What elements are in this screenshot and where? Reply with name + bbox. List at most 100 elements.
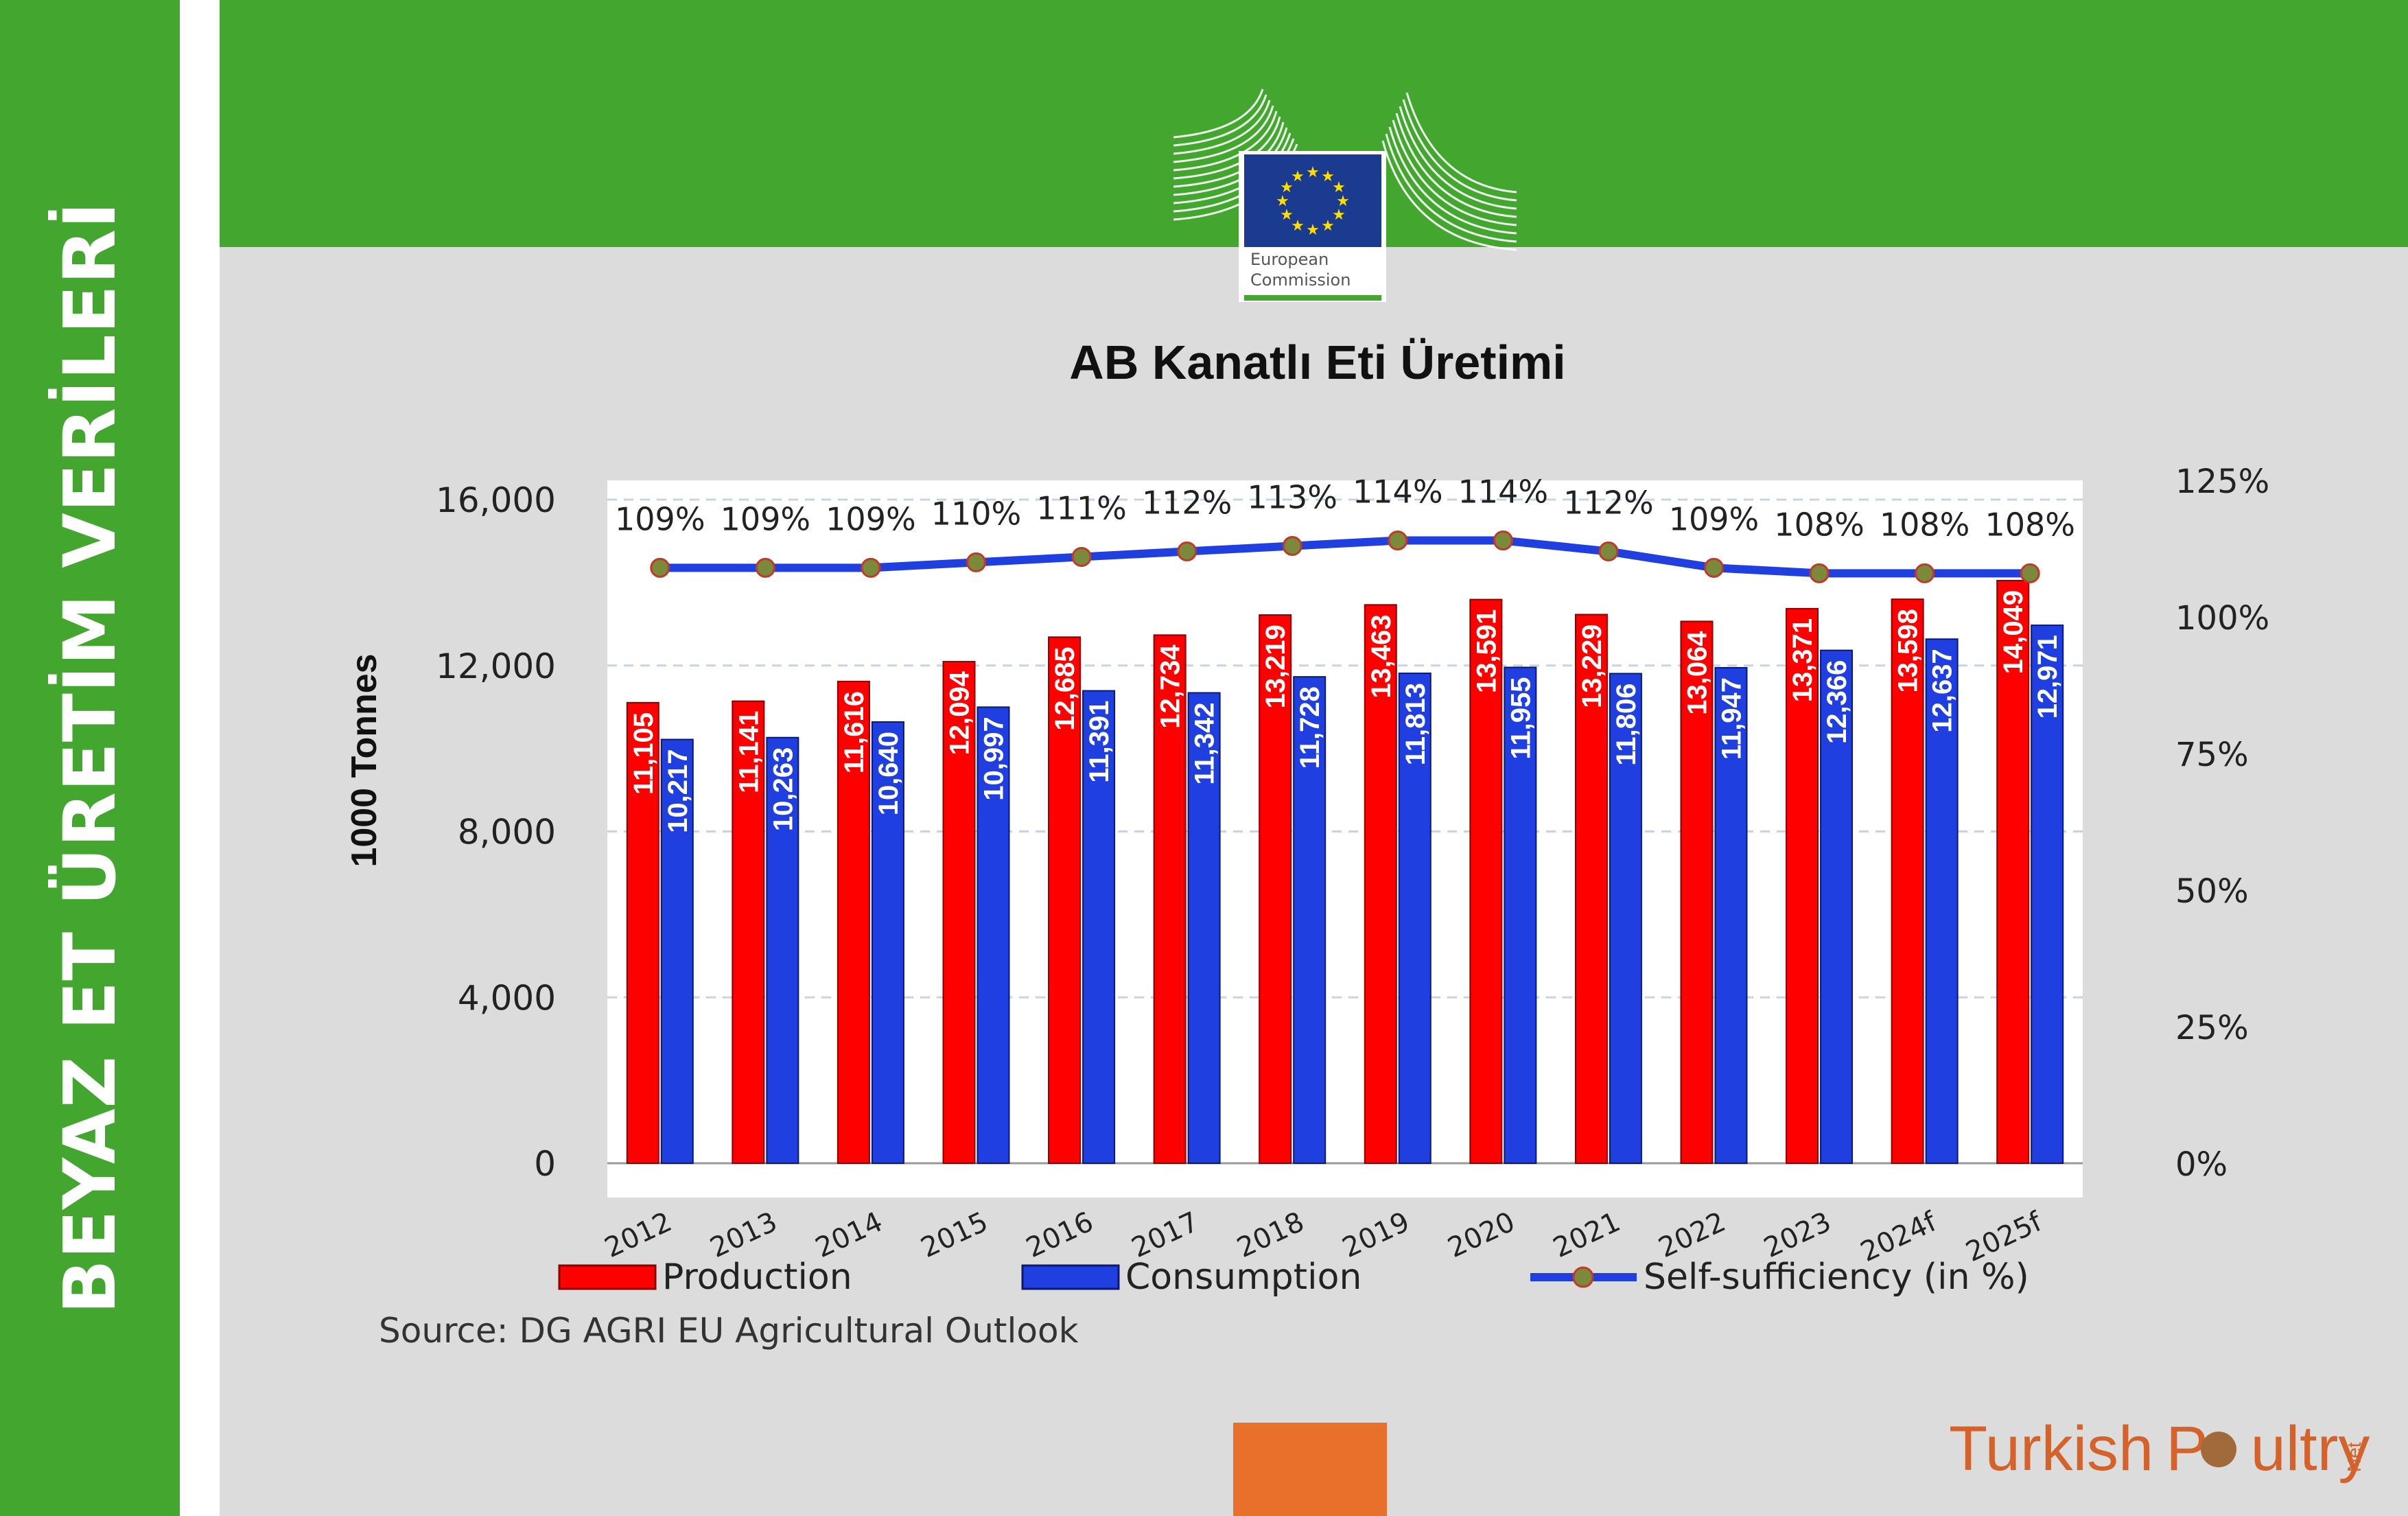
svg-text:★: ★	[1332, 179, 1346, 196]
consumption-value-label: 11,813	[1401, 683, 1431, 765]
consumption-value-label: 11,342	[1190, 703, 1220, 785]
production-bar	[1680, 620, 1714, 1164]
y2-tick-label: 75%	[2175, 736, 2249, 774]
self-sufficiency-point	[1809, 563, 1830, 583]
consumption-bar	[977, 706, 1010, 1164]
x-tick-label: 2021	[1548, 1206, 1625, 1264]
self-sufficiency-point	[1282, 536, 1302, 557]
consumption-value-label: 10,217	[663, 749, 693, 833]
brand-poultry-rest: ultry	[2251, 1414, 2370, 1484]
orange-box	[1233, 1423, 1387, 1516]
consumption-bar	[1504, 666, 1537, 1165]
legend-self-sufficiency: Self-sufficiency (in %)	[1644, 1257, 2029, 1298]
production-value-label: 12,685	[1050, 646, 1080, 730]
svg-text:★: ★	[1306, 222, 1320, 239]
self-sufficiency-point	[1915, 563, 1935, 583]
self-sufficiency-point	[1493, 530, 1513, 551]
source-note: Source: DG AGRI EU Agricultural Outlook	[379, 1311, 1079, 1351]
consumption-bar	[1187, 692, 1221, 1164]
consumption-value-label: 11,728	[1295, 686, 1325, 769]
consumption-value-label: 11,391	[1084, 701, 1114, 783]
x-tick-label: 2023	[1760, 1206, 1836, 1264]
svg-text:★: ★	[1321, 168, 1335, 185]
svg-text:★: ★	[1280, 179, 1294, 196]
legend: Production Consumption Self-sufficiency …	[558, 1257, 2029, 1298]
production-bar	[1048, 636, 1082, 1164]
self-sufficiency-label: 112%	[1563, 484, 1654, 521]
self-sufficiency-point	[1071, 546, 1092, 567]
side-title: BEYAZ ET ÜRETİM VERİLERİ	[48, 201, 132, 1314]
production-bar	[942, 661, 976, 1165]
page-title: AB Kanatlı Eti Üretimi	[1069, 336, 1566, 389]
bar-labels: 11,105 10,217 11,141 10,263 11,616 10,640 12,0…	[629, 590, 2063, 833]
consumption-value-label: 11,955	[1506, 677, 1536, 759]
svg-text:★: ★	[1291, 168, 1305, 185]
self-sufficiency-label: 109%	[721, 500, 811, 537]
y2-tick-label: 100%	[2175, 599, 2269, 638]
legend-production: Production	[662, 1257, 852, 1298]
self-sufficiency-point	[861, 557, 881, 578]
consumption-bar	[1714, 666, 1748, 1164]
production-bar	[1786, 607, 1819, 1164]
production-bar	[1364, 604, 1397, 1164]
consumption-bar	[1082, 690, 1116, 1164]
x-tick-label: 2013	[705, 1206, 782, 1264]
consumption-bar	[1925, 638, 1959, 1164]
y-axis-ticks: 16,000 12,000 8,000 4,000 0	[436, 480, 556, 1184]
production-bar	[1259, 614, 1292, 1165]
self-sufficiency-point	[650, 557, 670, 578]
production-bar	[1996, 579, 2030, 1164]
consumption-value-label: 12,637	[1928, 649, 1958, 732]
x-tick-label: 2019	[1337, 1206, 1414, 1264]
y2-tick-label: 50%	[2175, 872, 2249, 911]
production-value-label: 11,105	[629, 712, 659, 795]
production-bar	[837, 680, 870, 1164]
consumption-bar	[1820, 649, 1854, 1164]
svg-text:★: ★	[1336, 193, 1350, 210]
consumption-value-label: 10,640	[874, 732, 904, 815]
svg-text:★: ★	[1280, 207, 1294, 224]
x-tick-label: 2017	[1127, 1206, 1204, 1264]
self-sufficiency-label: 109%	[1669, 500, 1760, 537]
self-sufficiency-label: 113%	[1247, 479, 1337, 516]
consumption-bar	[660, 738, 694, 1164]
self-sufficiency-label: 108%	[1985, 506, 2075, 543]
y2-tick-label: 25%	[2175, 1009, 2249, 1047]
y2-tick-label: 125%	[2175, 463, 2269, 501]
self-sufficiency-label: 112%	[1142, 484, 1232, 521]
self-sufficiency-label: 111%	[1036, 489, 1127, 526]
consumption-value-label: 11,947	[1717, 677, 1747, 760]
self-sufficiency-label: 109%	[826, 500, 916, 537]
european-commission-logo: ★ ★★ ★★★ ★★★ ★★★ European Commission	[1173, 89, 1517, 302]
consumption-value-label: 12,366	[1822, 660, 1852, 744]
svg-text:★: ★	[1291, 218, 1305, 235]
x-tick-label: 2014	[810, 1206, 887, 1264]
legend-consumption: Consumption	[1125, 1257, 1361, 1298]
y-axis-label: 1000 Tonnes	[344, 653, 384, 867]
production-bar	[626, 701, 659, 1164]
production-bar	[1469, 598, 1503, 1164]
production-value-label: 13,598	[1893, 609, 1924, 692]
y-tick-label: 8,000	[458, 813, 556, 852]
eu-flag-building-icon: ★ ★★ ★★★ ★★★ ★★★	[1173, 89, 1517, 302]
logo-line2: Commission	[1250, 270, 1351, 290]
x-tick-label: 2015	[916, 1206, 993, 1264]
production-bar	[1574, 614, 1608, 1165]
hen-icon	[2201, 1432, 2236, 1467]
y-tick-label: 0	[534, 1144, 556, 1184]
legend-line-marker	[1572, 1266, 1594, 1288]
logo-line1: European	[1250, 250, 1329, 269]
brand-net: Net	[2343, 1442, 2365, 1472]
brand-turkish: Turkish	[1949, 1414, 2153, 1484]
consumption-bar	[1398, 673, 1431, 1164]
self-sufficiency-label: 114%	[1353, 474, 1443, 511]
self-sufficiency-point	[2020, 563, 2040, 583]
self-sufficiency-point	[1177, 541, 1197, 561]
svg-text:★: ★	[1332, 207, 1346, 224]
bars	[626, 579, 2064, 1165]
consumption-bar	[1293, 676, 1326, 1164]
consumption-bar	[766, 736, 799, 1165]
consumption-value-label: 12,971	[2033, 635, 2063, 719]
left-band	[0, 0, 180, 1516]
